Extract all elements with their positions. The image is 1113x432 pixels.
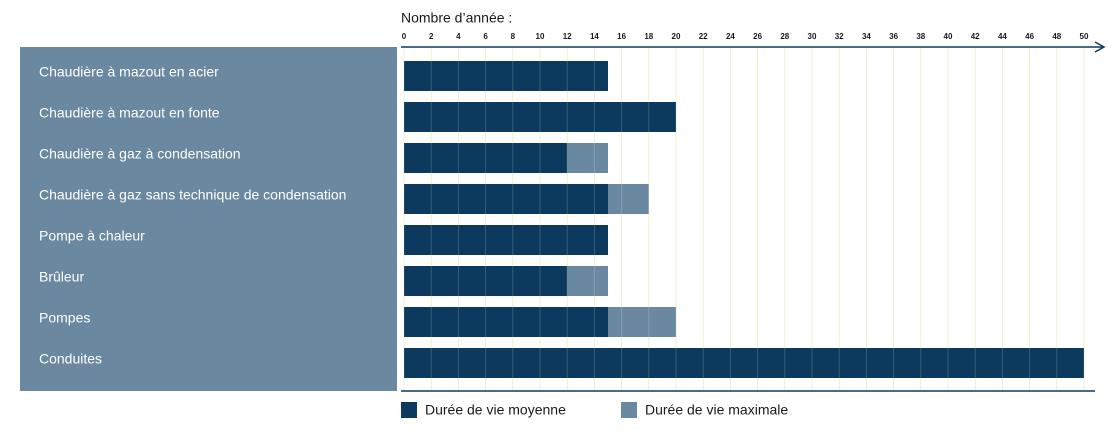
legend-label: Durée de vie moyenne [425, 402, 566, 418]
x-tick-label: 4 [456, 32, 461, 41]
x-tick-label: 2 [429, 32, 434, 41]
x-tick-label: 6 [483, 32, 488, 41]
x-tick-label: 8 [511, 32, 516, 41]
category-label: Chaudière à gaz à condensation [39, 146, 241, 162]
bar [404, 348, 1084, 378]
category-label: Chaudière à mazout en acier [39, 64, 219, 80]
bar [404, 143, 568, 173]
bar [404, 102, 676, 132]
x-tick-label: 26 [753, 32, 762, 41]
x-tick-label: 14 [590, 32, 599, 41]
category-label: Chaudière à mazout en fonte [39, 105, 220, 121]
x-tick-label: 16 [617, 32, 626, 41]
category-label: Brûleur [39, 269, 84, 285]
x-tick-label: 24 [726, 32, 735, 41]
bar [404, 225, 608, 255]
category-label: Conduites [39, 351, 102, 367]
x-tick-label: 28 [780, 32, 789, 41]
x-tick-label: 42 [971, 32, 980, 41]
x-tick-label: 18 [644, 32, 653, 41]
x-tick-label: 30 [808, 32, 817, 41]
x-tick-label: 12 [563, 32, 572, 41]
legend-swatch [401, 402, 417, 418]
bar [404, 184, 608, 214]
x-tick-label: 22 [699, 32, 708, 41]
x-tick-label: 34 [862, 32, 871, 41]
x-tick-label: 40 [944, 32, 953, 41]
x-tick-label: 32 [835, 32, 844, 41]
legend-swatch [621, 402, 637, 418]
axis-arrow [1094, 41, 1106, 53]
category-label: Pompe à chaleur [39, 228, 145, 244]
x-tick-label: 0 [402, 32, 407, 41]
x-tick-label: 20 [672, 32, 681, 41]
axis-label: Nombre d’année : [401, 10, 512, 26]
category-label: Chaudière à gaz sans technique de conden… [39, 187, 346, 203]
category-label: Pompes [39, 310, 90, 326]
bar [404, 61, 608, 91]
x-tick-label: 36 [889, 32, 898, 41]
category-panel [20, 47, 397, 391]
x-tick-label: 38 [916, 32, 925, 41]
bar [404, 307, 608, 337]
legend-label: Durée de vie maximale [645, 402, 788, 418]
x-tick-label: 48 [1052, 32, 1061, 41]
x-tick-label: 50 [1080, 32, 1089, 41]
bar [404, 266, 568, 296]
x-tick-label: 10 [536, 32, 545, 41]
x-tick-label: 46 [1025, 32, 1034, 41]
x-tick-label: 44 [998, 32, 1007, 41]
